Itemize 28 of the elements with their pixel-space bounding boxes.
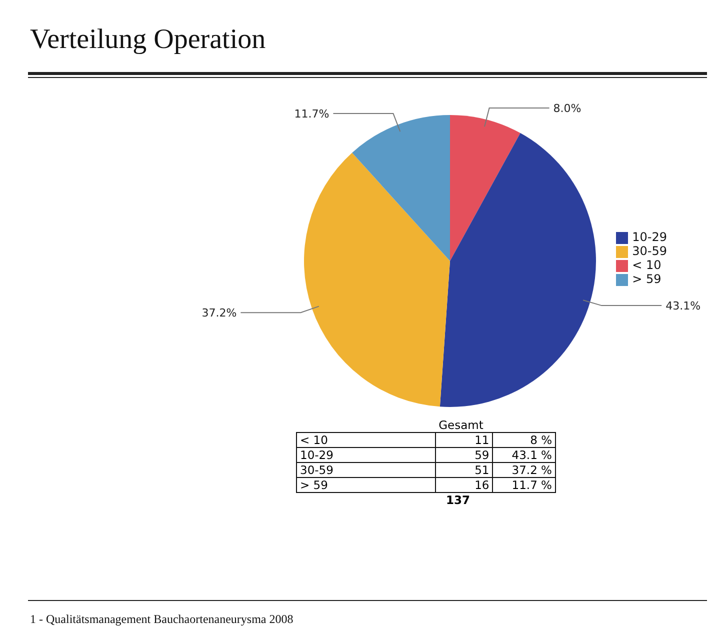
text: 43.1 % [492, 448, 556, 462]
data-label: 43.1% [666, 300, 701, 313]
legend-label: > 59 [632, 272, 662, 286]
pie-slice [352, 115, 450, 261]
pie-slice [304, 152, 450, 407]
pie-slice [440, 133, 596, 407]
slice-label: 30-59 [296, 462, 436, 478]
text: 37.2 % [492, 462, 556, 478]
data-label: 11.7% [294, 108, 330, 121]
text: Gesamt [438, 418, 484, 432]
chart-title: Verteilung Operation [30, 24, 266, 56]
text: 51 [435, 462, 493, 478]
text: 16 [435, 478, 493, 492]
text: 8 % [492, 432, 556, 448]
text: 11 [435, 432, 493, 448]
pie-slice [450, 115, 520, 261]
data-label: 37.2% [202, 306, 237, 320]
legend-label: 30-59 [632, 244, 667, 258]
text: 1 - Qualitätsmanagement Bauchaortenaneurysma 2008 [30, 612, 294, 627]
text: 11.7 % [492, 478, 556, 492]
text: 59 [435, 448, 493, 462]
legend-label: < 10 [632, 258, 662, 272]
category-label: > 59 [300, 478, 328, 492]
legend-label: 10-29 [632, 230, 667, 244]
data-label: 8.0% [553, 102, 582, 115]
category-label: < 10 [300, 433, 328, 447]
category-label: 10-29 [300, 448, 334, 462]
text: 137 [446, 493, 472, 507]
